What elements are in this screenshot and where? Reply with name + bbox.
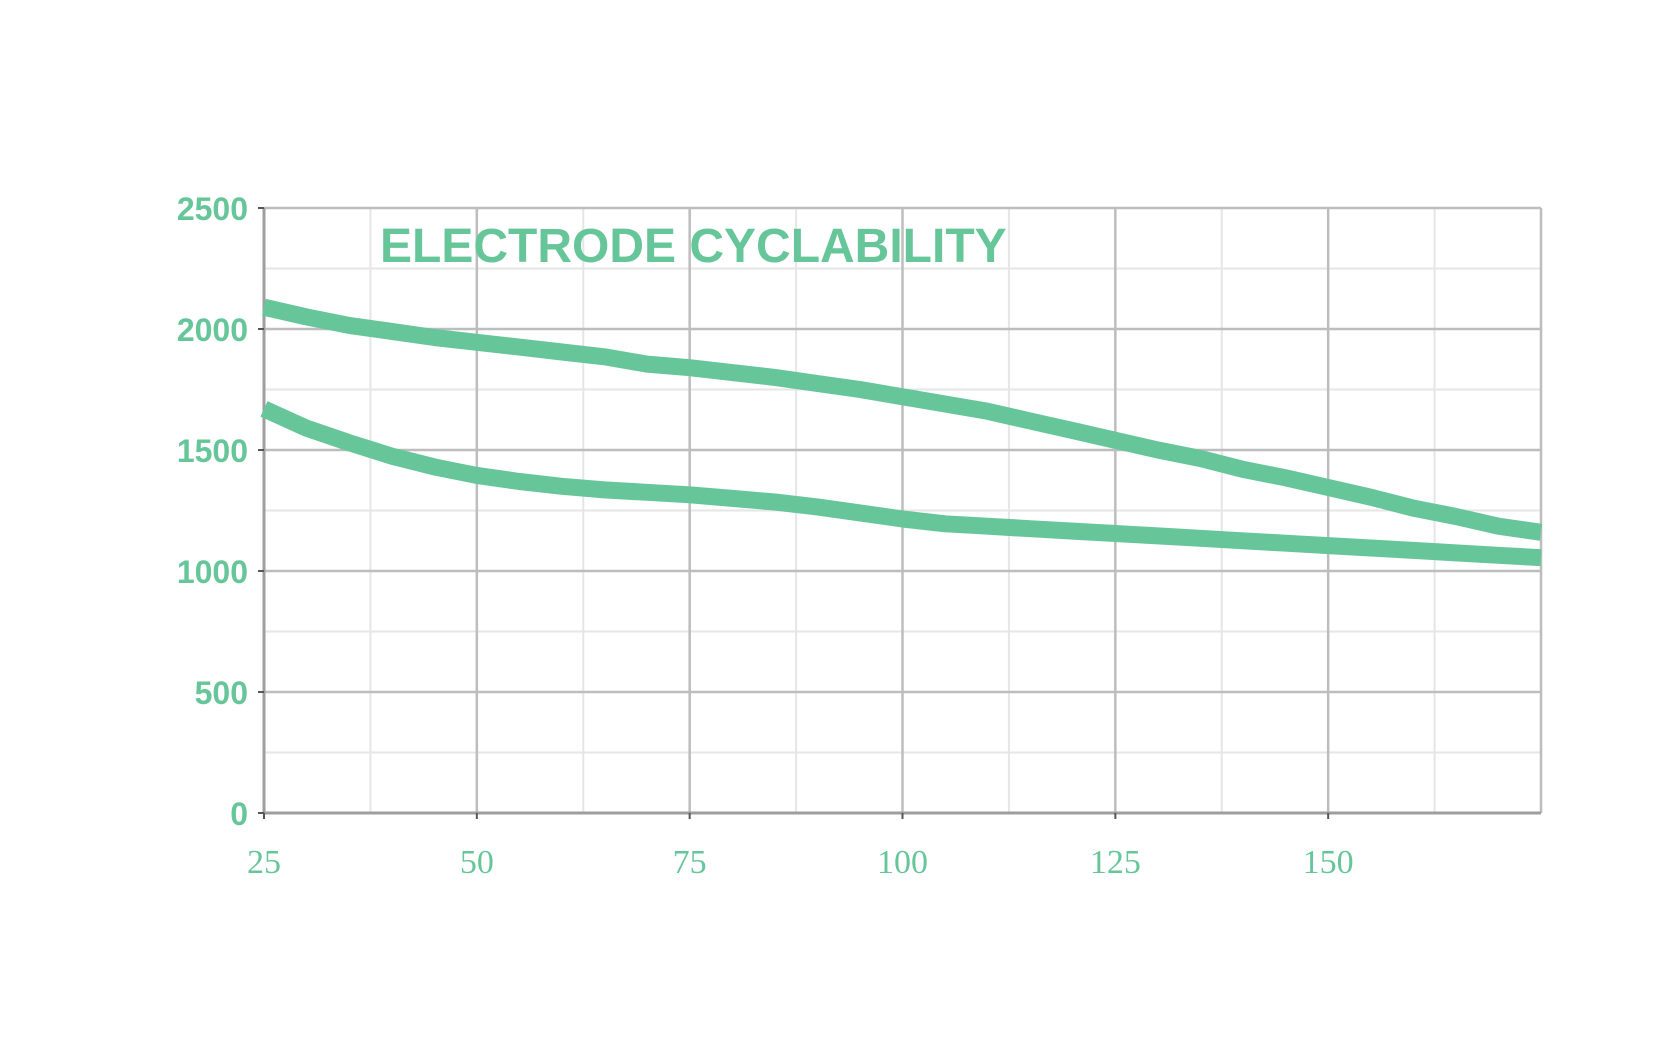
x-tick-label: 150 (1303, 844, 1354, 881)
y-tick-label: 2000 (177, 312, 248, 348)
y-tick-label: 500 (195, 675, 248, 711)
y-axis-ticks: 0 500 1000 1500 2000 2500 (177, 191, 248, 832)
chart-title: ELECTRODE CYCLABILITY (380, 220, 1007, 273)
y-tick-label: 1500 (177, 433, 248, 469)
x-tick-label: 100 (877, 844, 928, 881)
series-layer (260, 298, 1543, 567)
y-tick-label: 0 (230, 796, 248, 832)
y-tick-label: 1000 (177, 554, 248, 590)
x-axis-ticks: 25 50 75 100 125 150 (247, 844, 1354, 881)
series-line-2 (260, 401, 1542, 567)
series-line-1 (262, 298, 1543, 541)
x-tick-label: 25 (247, 844, 281, 881)
x-tick-label: 50 (460, 844, 494, 881)
x-tick-label: 125 (1090, 844, 1141, 881)
y-tick-label: 2500 (177, 191, 248, 227)
x-tick-label: 75 (673, 844, 707, 881)
